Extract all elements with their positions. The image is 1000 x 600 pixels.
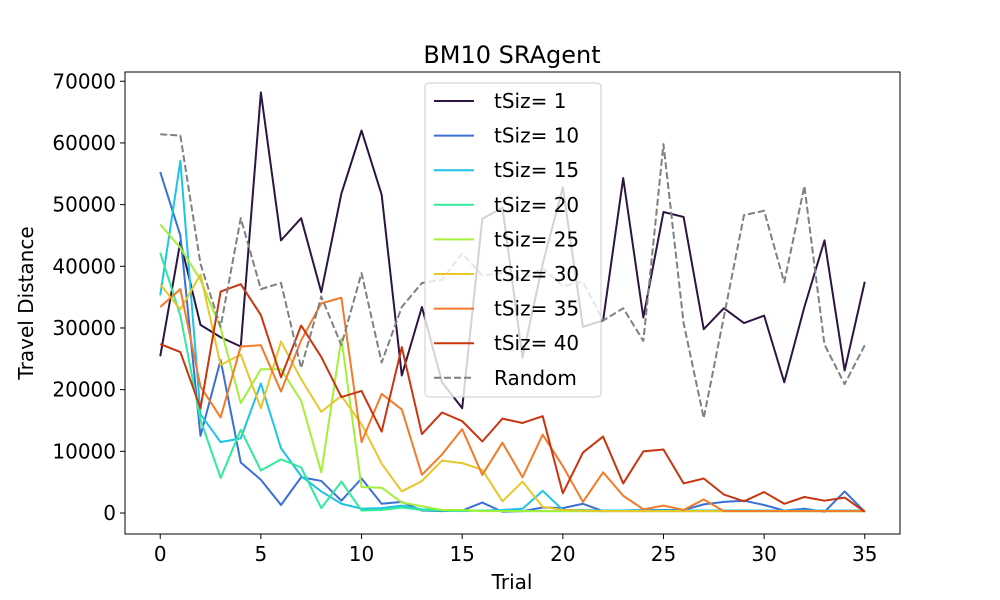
y-tick-label: 60000 bbox=[52, 131, 116, 155]
legend-label: tSiz= 1 bbox=[494, 89, 566, 113]
series-line-7 bbox=[159, 288, 865, 513]
x-tick-label: 35 bbox=[852, 542, 877, 566]
y-axis: 0 10000 20000 30000 40000 50000 60000 70000 bbox=[52, 69, 125, 525]
y-tick-label: 10000 bbox=[52, 439, 116, 463]
y-tick-label: 30000 bbox=[52, 316, 116, 340]
x-axis: 0 5 10 15 20 25 30 35 bbox=[154, 534, 877, 566]
y-tick-label: 50000 bbox=[52, 193, 116, 217]
x-tick-label: 0 bbox=[154, 542, 167, 566]
y-tick-label: 70000 bbox=[52, 69, 116, 93]
y-tick-label: 20000 bbox=[52, 378, 116, 402]
x-tick-label: 15 bbox=[449, 542, 474, 566]
legend-label: Random bbox=[494, 366, 577, 390]
legend: tSiz= 1 tSiz= 10 tSiz= 15 tSiz= 20 tSiz= 25 t… bbox=[424, 82, 602, 398]
x-tick-label: 5 bbox=[255, 542, 268, 566]
series-line-8 bbox=[159, 283, 866, 513]
y-tick-label: 40000 bbox=[52, 254, 116, 278]
chart-title: BM10 SRAgent bbox=[423, 41, 600, 69]
series-lines bbox=[159, 91, 866, 513]
legend-label: tSiz= 20 bbox=[494, 193, 579, 217]
legend-label: tSiz= 30 bbox=[494, 262, 579, 286]
legend-label: tSiz= 10 bbox=[494, 124, 579, 148]
x-tick-label: 30 bbox=[751, 542, 776, 566]
x-tick-label: 10 bbox=[349, 542, 374, 566]
legend-label: tSiz= 40 bbox=[494, 331, 579, 355]
legend-box bbox=[424, 82, 602, 398]
legend-label: tSiz= 35 bbox=[494, 297, 579, 321]
plot-frame bbox=[124, 71, 901, 535]
x-tick-label: 20 bbox=[550, 542, 575, 566]
y-tick-label: 0 bbox=[103, 501, 116, 525]
x-axis-label: Trial bbox=[491, 570, 533, 594]
y-axis-label: Travel Distance bbox=[14, 226, 38, 380]
x-tick-label: 25 bbox=[651, 542, 676, 566]
legend-label: tSiz= 15 bbox=[494, 158, 579, 182]
legend-label: tSiz= 25 bbox=[494, 227, 579, 251]
